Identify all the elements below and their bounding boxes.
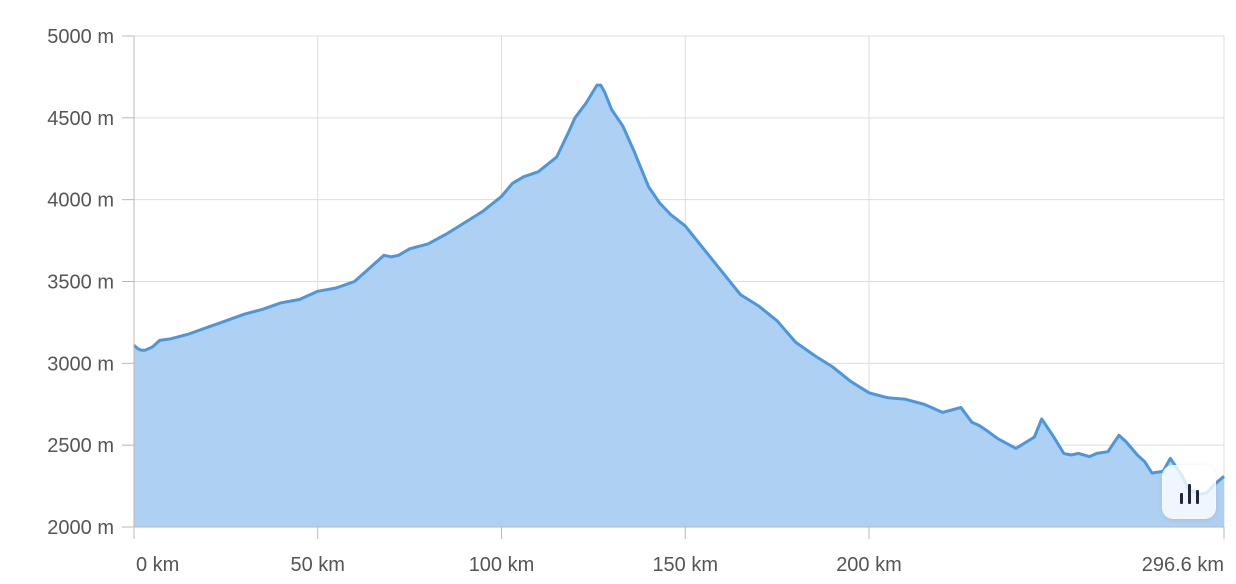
y-tick-label: 5000 m (47, 26, 114, 48)
x-axis-ticks: 0 km 50 km 100 km 150 km 200 km 296.6 km (133, 527, 1225, 576)
x-tick-label: 50 km (291, 554, 345, 576)
y-axis-ticks: 2000 m 2500 m 3000 m 3500 m 4000 m 4500 m 5000… (47, 26, 134, 539)
elevation-area (134, 85, 1224, 527)
x-tick-label: 0 km (136, 554, 179, 576)
y-tick-label: 2500 m (47, 435, 114, 457)
y-tick-label: 3500 m (47, 272, 114, 294)
bar-chart-icon (1179, 478, 1199, 518)
y-tick-label: 2000 m (47, 517, 114, 539)
y-tick-label: 3000 m (47, 353, 114, 375)
x-tick-label: 200 km (836, 554, 902, 576)
x-tick-label: 296.6 km (1142, 554, 1224, 576)
x-tick-label: 150 km (652, 554, 718, 576)
y-tick-label: 4000 m (47, 190, 114, 212)
y-tick-label: 4500 m (47, 108, 114, 130)
x-tick-label: 100 km (469, 554, 535, 576)
elevation-line (133, 83, 1225, 496)
chart-toggle-button[interactable] (1163, 466, 1215, 518)
